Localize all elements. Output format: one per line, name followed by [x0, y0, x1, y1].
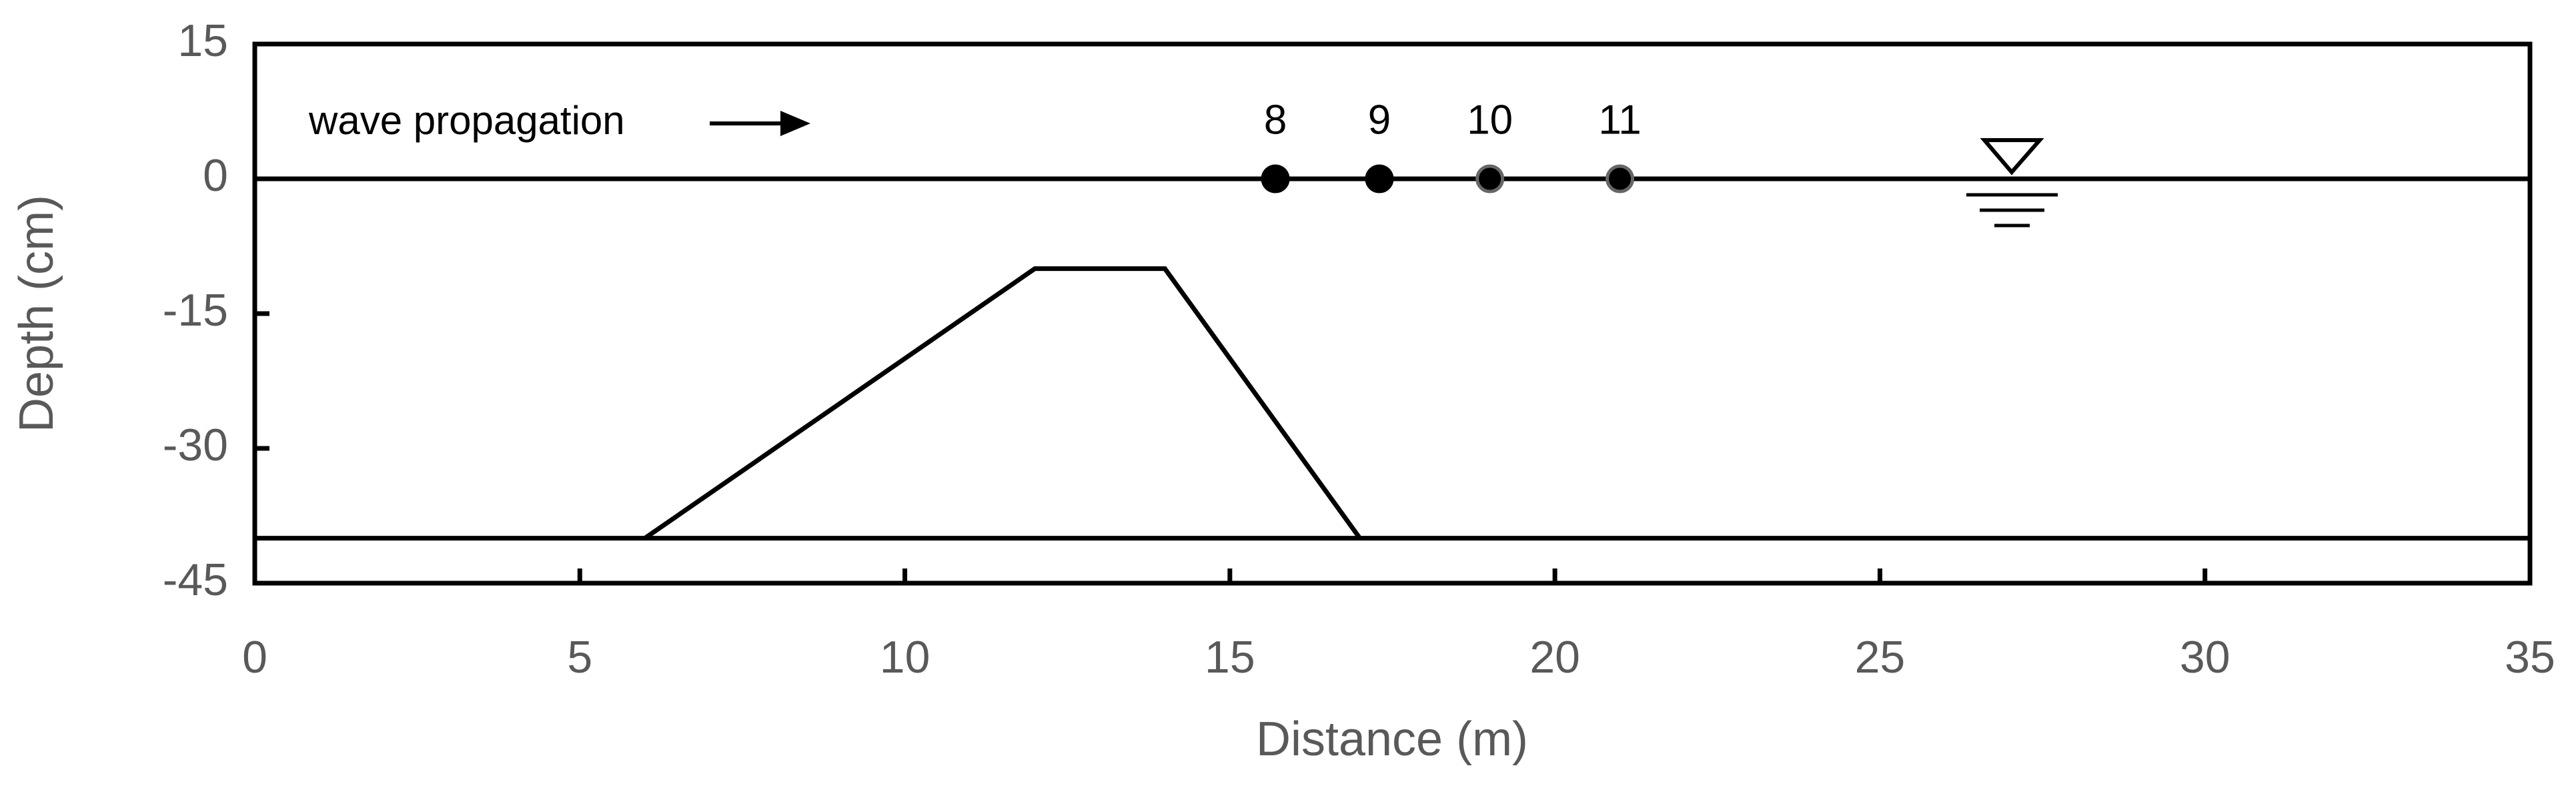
line: [643, 266, 1362, 540]
x-tick-label: 15: [1205, 632, 1255, 683]
x-tick-label: 25: [1855, 632, 1906, 683]
gauge-marker: [1605, 164, 1635, 193]
y-tick-label: -30: [163, 420, 228, 470]
gauge-marker: [1475, 164, 1505, 193]
y-tick-label: 0: [203, 150, 228, 201]
x-tick-label: 35: [2505, 632, 2555, 683]
y-axis-title: Depth (cm): [10, 195, 63, 432]
gauge-marker: [1261, 164, 1290, 193]
arrow-head: [780, 111, 810, 136]
x-tick-label: 20: [1529, 632, 1580, 683]
gauge-label: 10: [1467, 97, 1513, 143]
x-tick-label: 5: [567, 632, 592, 683]
annotation: wave propagation: [308, 98, 625, 143]
gauge-label: 8: [1264, 97, 1287, 143]
y-tick-label: -45: [163, 554, 228, 605]
water-level-symbol: [1980, 138, 2044, 175]
x-tick-label: 10: [880, 632, 930, 683]
gauge-marker: [1365, 164, 1394, 193]
x-axis-title: Distance (m): [1256, 713, 1528, 766]
x-tick-label: 30: [2180, 632, 2230, 683]
gauge-label: 11: [1598, 97, 1641, 143]
y-tick-label: 15: [177, 15, 228, 66]
gauge-label: 9: [1368, 97, 1391, 143]
y-tick-label: -15: [163, 285, 228, 336]
x-tick-label: 0: [242, 632, 267, 683]
